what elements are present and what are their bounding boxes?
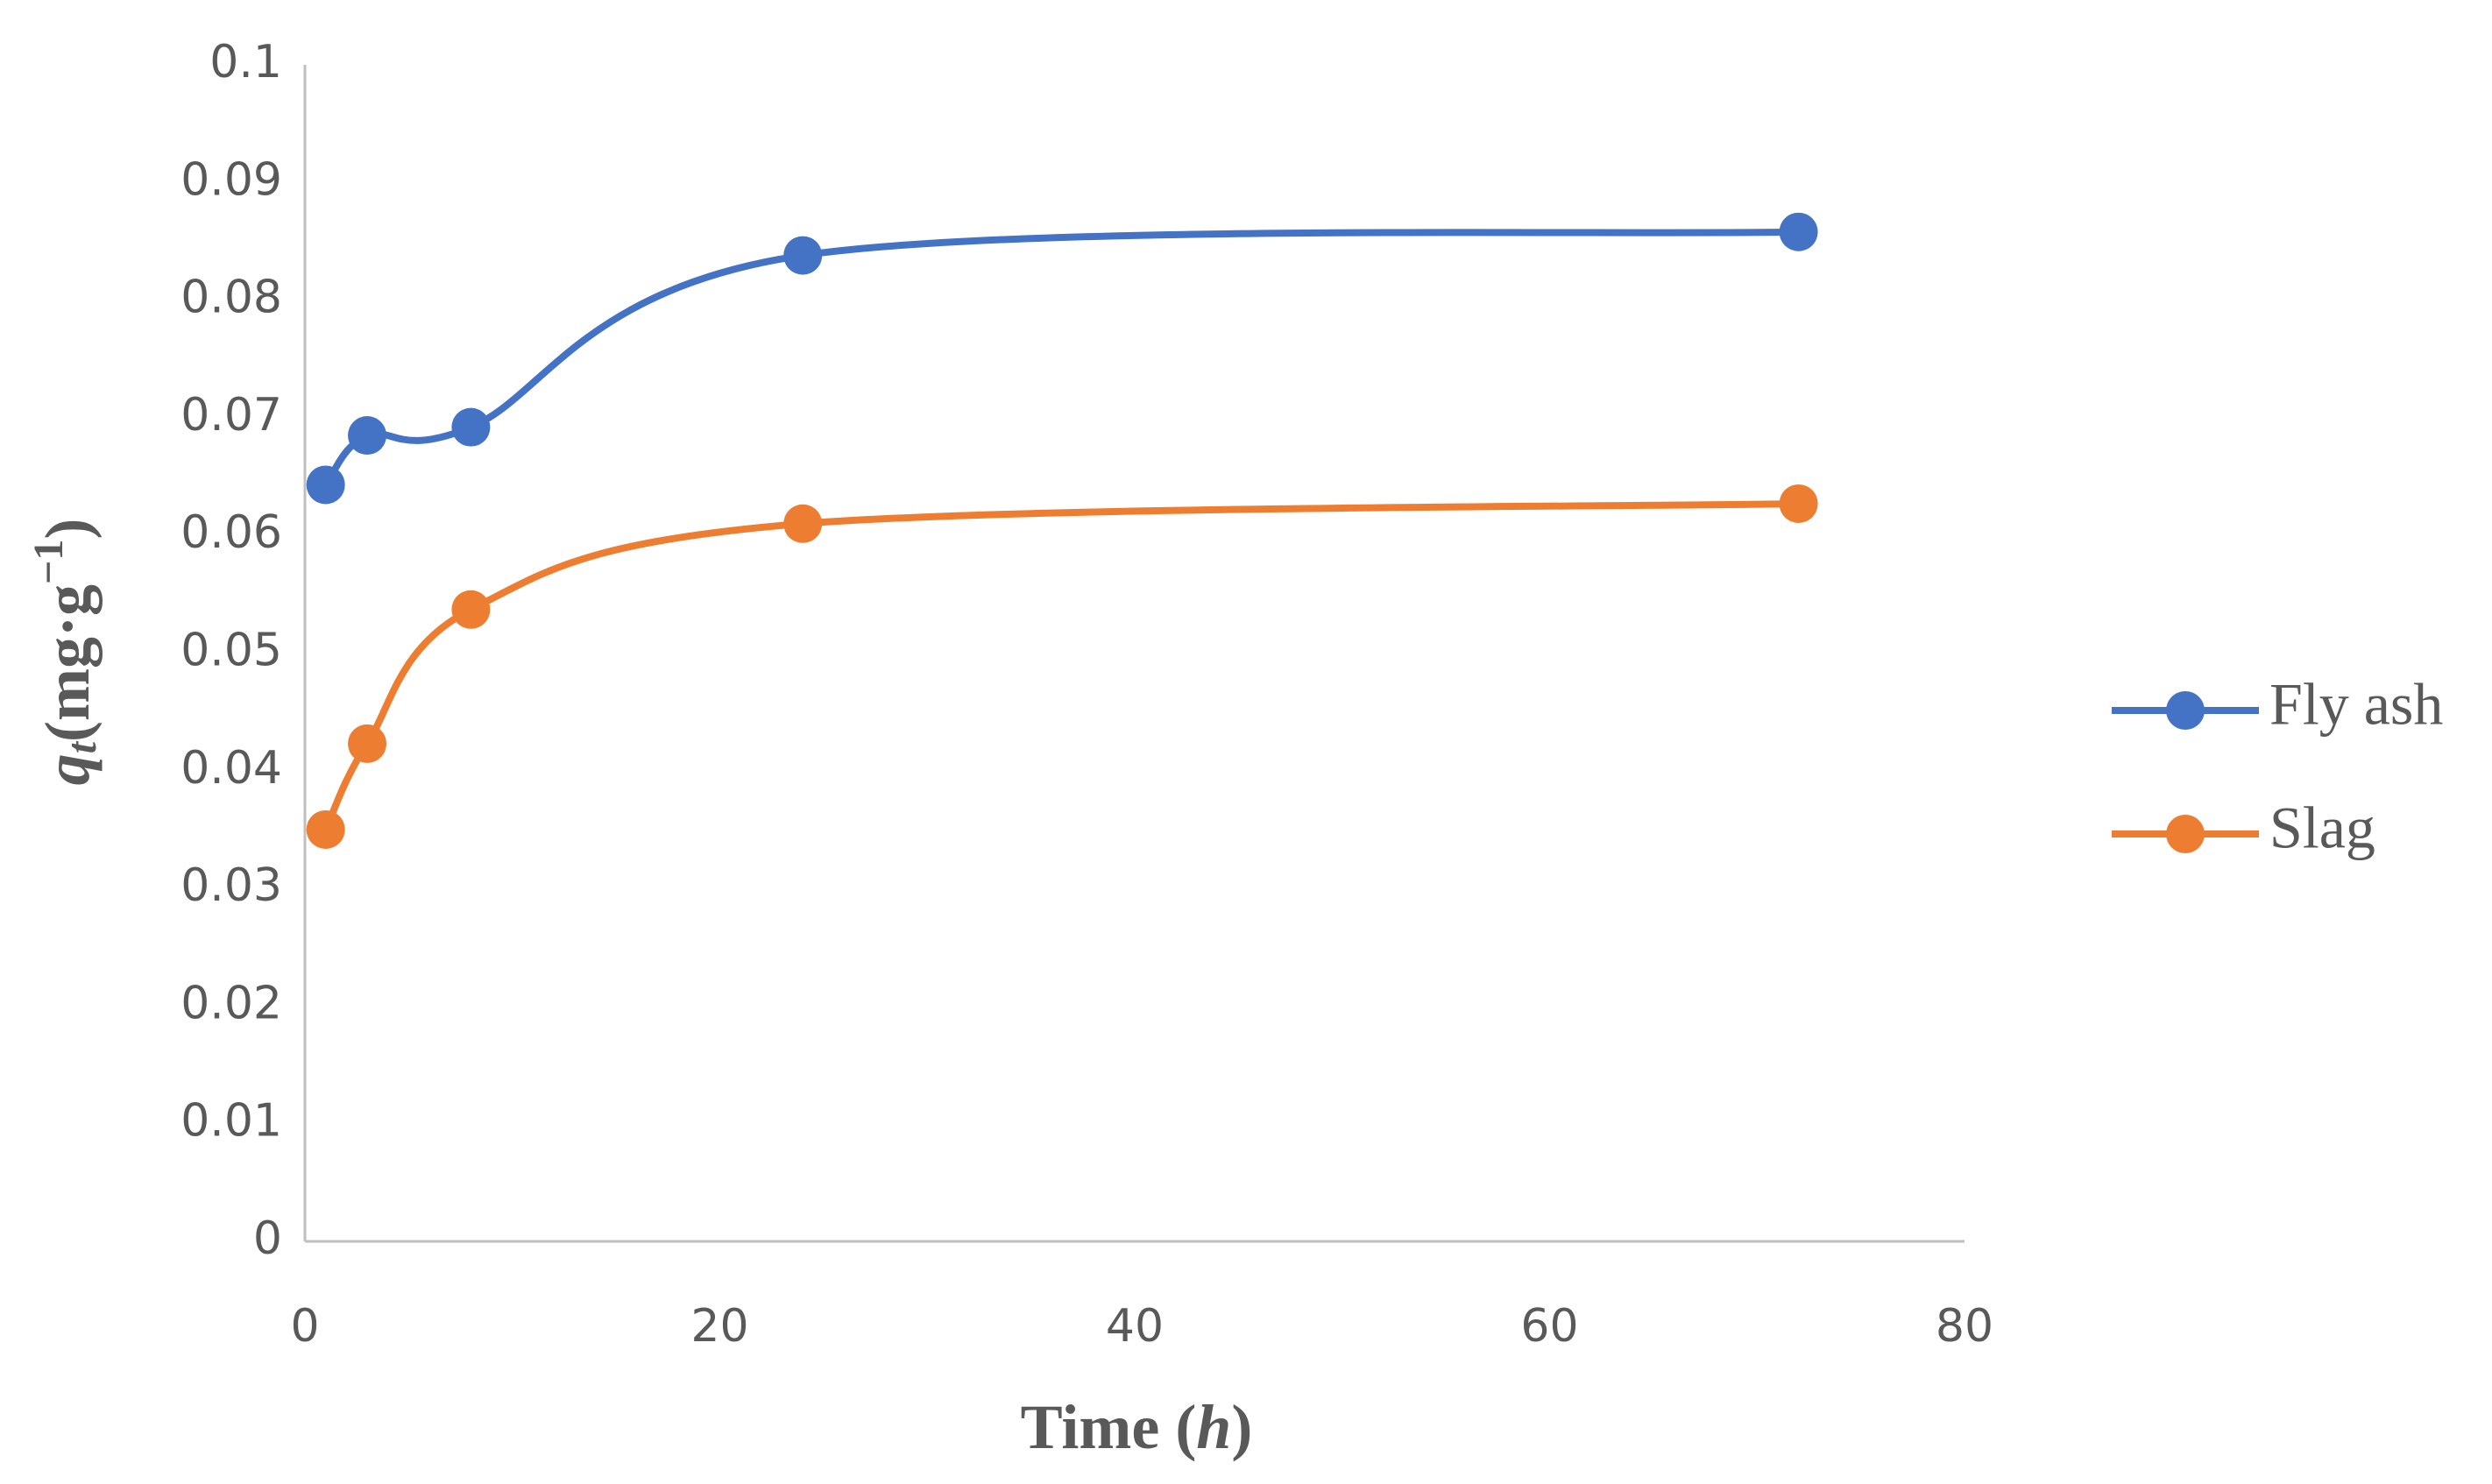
y-tick-label: 0.08 <box>181 272 282 324</box>
y-title-part: t <box>59 740 105 753</box>
data-point <box>306 809 345 849</box>
data-point <box>348 416 387 456</box>
data-point <box>783 236 823 275</box>
y-tick-label: 0.09 <box>181 153 282 206</box>
data-point <box>783 504 823 543</box>
legend-marker <box>2166 691 2205 730</box>
x-title-part: h <box>1196 1392 1231 1462</box>
y-title-part: ) <box>32 519 103 540</box>
y-title-part: (mg·g <box>32 584 103 742</box>
y-title-part: −1 <box>25 540 72 584</box>
y-axis-title: qt(mg·g−1) <box>25 519 105 786</box>
legend-label: Fly ash <box>2269 671 2443 738</box>
x-tick-label: 0 <box>290 1300 319 1353</box>
y-tick-label: 0.07 <box>181 389 282 442</box>
x-axis-title: Time (h) <box>1021 1392 1253 1462</box>
data-point <box>1779 212 1818 251</box>
x-title-part: Time ( <box>1021 1392 1197 1462</box>
x-tick-label: 20 <box>690 1300 748 1353</box>
y-tick-label: 0.02 <box>181 977 282 1029</box>
y-tick-label: 0.03 <box>181 859 282 912</box>
data-point <box>451 407 491 447</box>
data-point <box>1779 484 1818 523</box>
x-tick-label: 40 <box>1106 1300 1164 1353</box>
y-tick-label: 0 <box>253 1212 282 1265</box>
y-tick-label: 0.06 <box>181 506 282 559</box>
y-tick-label: 0.04 <box>181 742 282 795</box>
data-point <box>306 465 345 505</box>
y-tick-label: 0.05 <box>181 625 282 677</box>
legend-label: Slag <box>2269 795 2375 861</box>
x-title-part: ) <box>1231 1392 1252 1462</box>
x-tick-label: 80 <box>1936 1300 1993 1353</box>
y-tick-label: 0.01 <box>181 1095 282 1148</box>
legend-marker <box>2166 815 2205 853</box>
data-point <box>451 590 491 629</box>
data-point <box>348 724 387 763</box>
y-title-part: q <box>32 753 103 785</box>
y-tick-label: 0.1 <box>209 36 282 88</box>
x-tick-label: 60 <box>1520 1300 1578 1353</box>
